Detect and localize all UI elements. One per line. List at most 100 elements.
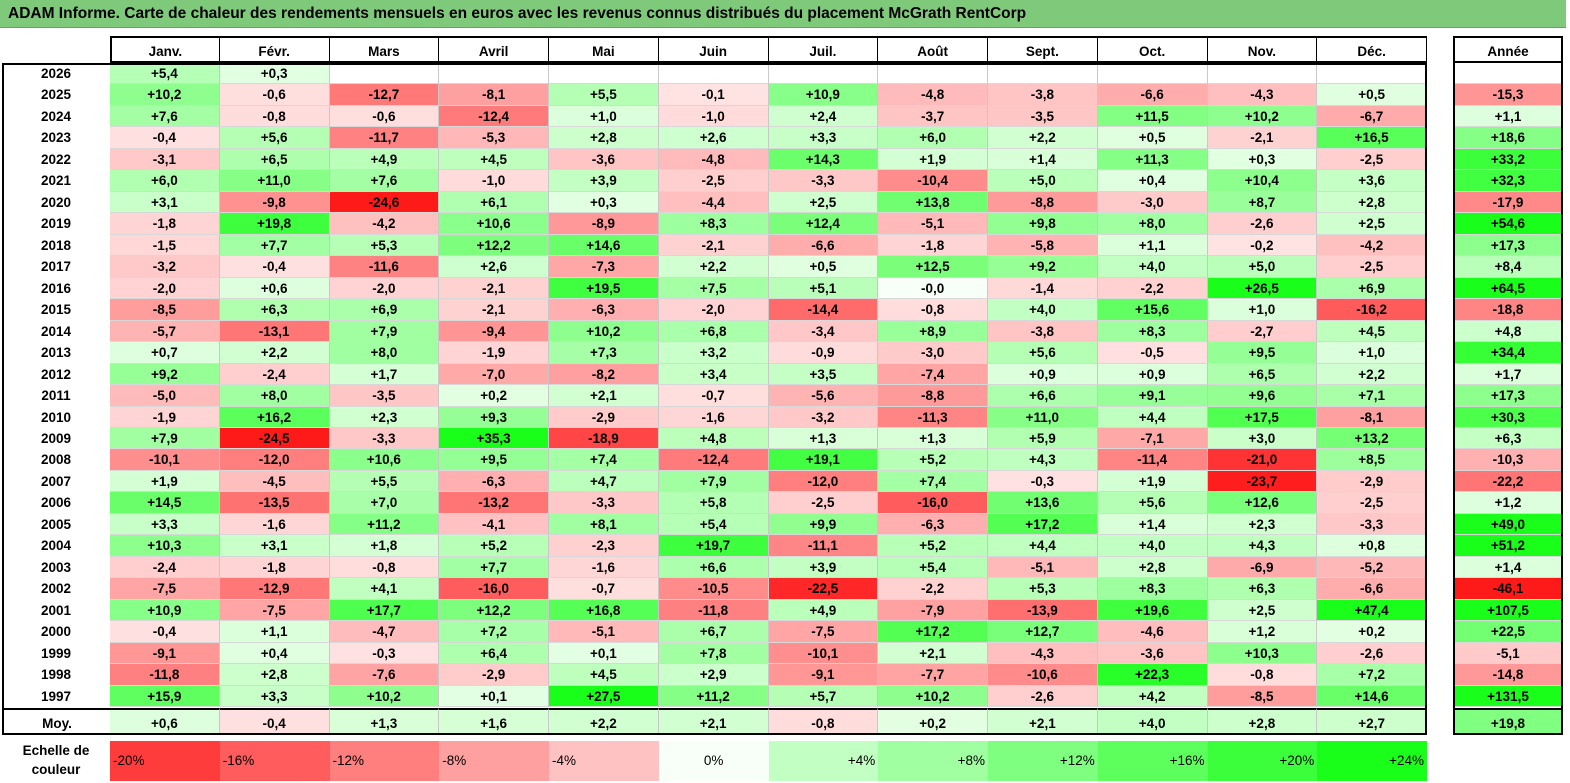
heatmap-cell: +7,9 <box>329 320 440 343</box>
heatmap-cell: -3,2 <box>110 256 220 278</box>
month-header: Janv. <box>110 36 220 63</box>
heatmap-cell: +5,6 <box>988 342 1098 364</box>
heatmap-cell: +10,9 <box>768 84 879 106</box>
heatmap-cell: +22,3 <box>1097 664 1208 686</box>
heatmap-cell: -1,8 <box>110 213 220 235</box>
heatmap-cell: +4,1 <box>329 578 440 600</box>
heatmap-cell: +2,5 <box>768 191 879 214</box>
year-label: 1998 <box>2 664 110 686</box>
heatmap-cell: +9,5 <box>439 449 549 471</box>
month-header: Févr. <box>219 36 330 63</box>
annual-cell: -14,8 <box>1453 664 1563 686</box>
color-scale-swatch: +4% <box>768 741 879 781</box>
year-label: 2013 <box>2 342 110 364</box>
heatmap-cell: -0,5 <box>1097 342 1208 364</box>
heatmap-cell: +7,5 <box>658 277 769 300</box>
heatmap-cell: -0,8 <box>219 105 330 128</box>
color-scale-swatch: +12% <box>988 741 1098 781</box>
year-label: 2023 <box>2 127 110 149</box>
heatmap-cell: +4,0 <box>988 299 1098 321</box>
heatmap-cell: -9,1 <box>110 642 220 665</box>
heatmap-cell: -4,4 <box>658 191 769 214</box>
heatmap-cell: +6,3 <box>1207 578 1318 600</box>
heatmap-cell: +14,3 <box>768 148 879 171</box>
heatmap-cell: +0,6 <box>219 277 330 300</box>
average-label: Moy. <box>2 708 110 736</box>
heatmap-cell: -10,1 <box>110 449 220 471</box>
heatmap-cell: +2,3 <box>329 406 440 428</box>
heatmap-cell: +6,3 <box>219 299 330 321</box>
month-header: Mars <box>329 36 440 63</box>
heatmap-cell: +3,3 <box>768 127 879 149</box>
heatmap-cell: -18,9 <box>549 427 659 450</box>
heatmap-cell: -8,2 <box>549 363 659 386</box>
heatmap-cell: -21,0 <box>1207 449 1318 471</box>
month-header: Oct. <box>1097 36 1208 63</box>
annual-cell: +1,1 <box>1453 105 1563 128</box>
annual-cell: +107,5 <box>1453 599 1563 622</box>
heatmap-cell: -0,7 <box>658 385 769 407</box>
heatmap-cell: -16,0 <box>878 492 988 514</box>
month-header: Sept. <box>988 36 1098 63</box>
heatmap-cell: -13,5 <box>219 492 330 514</box>
annual-cell: -5,1 <box>1453 642 1563 665</box>
heatmap-cell: -2,9 <box>439 664 549 686</box>
heatmap-cell: +4,9 <box>768 599 879 622</box>
heatmap-cell: +3,1 <box>219 535 330 557</box>
average-cell: +2,2 <box>549 708 659 736</box>
heatmap-cell: +5,6 <box>1097 492 1208 514</box>
heatmap-cell: +10,9 <box>110 599 220 622</box>
heatmap-cell: +7,7 <box>219 234 330 257</box>
heatmap-cell: +0,5 <box>768 256 879 278</box>
heatmap-cell: +15,6 <box>1097 299 1208 321</box>
heatmap-cell: +9,2 <box>110 363 220 386</box>
heatmap-cell: -2,0 <box>329 277 440 300</box>
heatmap-cell: -11,8 <box>658 599 769 622</box>
heatmap-cell: +11,2 <box>658 685 769 708</box>
heatmap-cell: +19,1 <box>768 449 879 471</box>
heatmap-cell: +0,1 <box>549 642 659 665</box>
heatmap-cell: -7,0 <box>439 363 549 386</box>
year-label: 2008 <box>2 449 110 471</box>
heatmap-cell: +6,9 <box>329 299 440 321</box>
heatmap-cell: +3,1 <box>110 191 220 214</box>
heatmap-cell: +1,3 <box>768 427 879 450</box>
heatmap-cell: -6,3 <box>549 299 659 321</box>
heatmap-cell: +13,8 <box>878 191 988 214</box>
heatmap-cell: +0,7 <box>110 342 220 364</box>
annual-cell: -18,8 <box>1453 299 1563 321</box>
heatmap-cell: -6,6 <box>1097 84 1208 106</box>
year-label: 2011 <box>2 385 110 407</box>
heatmap-cell: +1,1 <box>219 621 330 643</box>
heatmap-cell: -23,7 <box>1207 470 1318 493</box>
heatmap-cell: +9,2 <box>988 256 1098 278</box>
heatmap-cell: +8,0 <box>329 342 440 364</box>
heatmap-cell: -4,7 <box>329 621 440 643</box>
heatmap-cell: -2,4 <box>219 363 330 386</box>
heatmap-cell: +0,4 <box>219 642 330 665</box>
heatmap-cell: -7,3 <box>549 256 659 278</box>
year-label: 2019 <box>2 213 110 235</box>
heatmap-cell: -7,5 <box>219 599 330 622</box>
heatmap-cell: +10,3 <box>110 535 220 557</box>
heatmap-cell: -5,7 <box>110 320 220 343</box>
heatmap-cell: +11,3 <box>1097 148 1208 171</box>
year-label: 2005 <box>2 513 110 536</box>
heatmap-cell: -8,5 <box>1207 685 1318 708</box>
annual-cell: -17,9 <box>1453 191 1563 214</box>
year-label: 1997 <box>2 685 110 708</box>
heatmap-cell: -3,2 <box>768 406 879 428</box>
chart-title: ADAM Informe. Carte de chaleur des rende… <box>0 0 1566 28</box>
heatmap-cell: -5,6 <box>768 385 879 407</box>
year-label: 2018 <box>2 234 110 257</box>
heatmap-cell: -11,7 <box>329 127 440 149</box>
heatmap-cell: +3,2 <box>658 342 769 364</box>
annual-cell: +22,5 <box>1453 621 1563 643</box>
heatmap-cell: -4,6 <box>1097 621 1208 643</box>
heatmap-cell: -11,6 <box>329 256 440 278</box>
heatmap-cell: +5,6 <box>219 127 330 149</box>
year-label: 2002 <box>2 578 110 600</box>
heatmap-cell: -7,5 <box>768 621 879 643</box>
heatmap-cell: -7,9 <box>878 599 988 622</box>
heatmap-cell: -13,9 <box>988 599 1098 622</box>
